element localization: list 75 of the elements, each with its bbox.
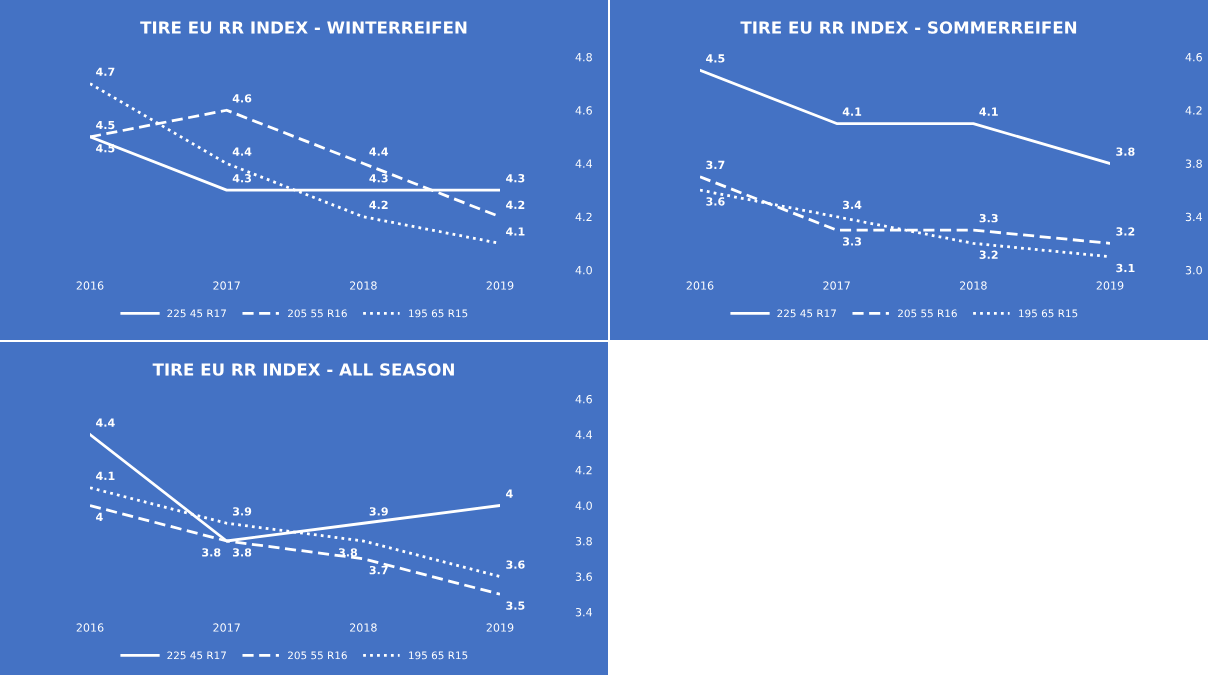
data-label: 3.7 (706, 160, 725, 170)
y-tick-label: 3.0 (1185, 265, 1202, 275)
data-label: 4.1 (842, 107, 862, 116)
y-tick-label: 4.6 (575, 106, 592, 115)
legend-label: 205 55 R16 (288, 651, 347, 660)
data-label: 3.3 (979, 213, 998, 223)
data-label: 4.3 (506, 174, 525, 183)
chart-title: TIRE EU RR INDEX - WINTERREIFEN (140, 21, 467, 34)
data-label: 3.9 (369, 507, 388, 516)
legend-label: 195 65 R15 (409, 651, 468, 660)
data-label: 4.4 (369, 147, 389, 156)
data-label: 4.6 (232, 94, 252, 103)
legend-label: 225 45 R17 (167, 651, 226, 660)
data-label: 4.5 (706, 54, 725, 63)
data-label: 4.4 (96, 418, 115, 427)
data-label: 4.1 (96, 471, 115, 480)
data-label: 4.1 (979, 107, 998, 116)
x-tick-label: 2019 (486, 623, 514, 632)
legend-label: 225 45 R17 (167, 309, 226, 318)
data-label: 4.2 (506, 200, 525, 209)
y-tick-label: 3.6 (575, 572, 592, 581)
y-tick-label: 4.2 (1185, 106, 1202, 115)
data-label: 4 (506, 489, 513, 498)
legend-label: 205 55 R16 (898, 309, 957, 318)
data-label: 3.4 (842, 200, 862, 210)
y-tick-label: 4.0 (575, 265, 592, 275)
x-tick-label: 2017 (213, 281, 240, 290)
x-tick-label: 2017 (213, 623, 240, 632)
y-tick-label: 3.8 (1185, 159, 1202, 168)
data-label: 3.8 (1116, 147, 1135, 156)
data-label: 4 (96, 512, 103, 521)
y-tick-label: 3.4 (575, 607, 593, 617)
legend-label: 195 65 R15 (409, 309, 468, 318)
data-label: 4.5 (96, 120, 115, 130)
legend-label: 225 45 R17 (777, 309, 836, 318)
data-label: 4.4 (232, 147, 252, 156)
data-label: 3.7 (369, 565, 388, 575)
y-tick-label: 4.4 (575, 430, 593, 439)
data-label: 3.3 (842, 237, 862, 246)
data-label: 4.1 (506, 227, 525, 236)
chart-title: TIRE EU RR INDEX - ALL SEASON (152, 363, 454, 376)
x-tick-label: 2016 (76, 623, 104, 632)
x-tick-label: 2018 (960, 281, 987, 290)
data-label: 3.1 (1116, 263, 1135, 273)
x-tick-label: 2018 (350, 281, 377, 290)
y-tick-label: 3.4 (1185, 212, 1203, 222)
y-tick-label: 4.0 (575, 501, 592, 510)
data-label: 3.5 (506, 601, 525, 610)
x-tick-label: 2016 (76, 281, 104, 290)
data-label: 3.6 (506, 560, 525, 569)
data-label: 4.3 (232, 174, 252, 183)
chart-title: TIRE EU RR INDEX - SOMMERREIFEN (740, 21, 1077, 34)
data-label: 3.8 (202, 548, 221, 557)
legend-label: 195 65 R15 (1019, 309, 1078, 318)
data-label: 4.2 (369, 200, 388, 209)
data-label: 3.6 (706, 197, 725, 206)
data-label: 4.3 (369, 174, 388, 183)
y-tick-label: 4.6 (1185, 52, 1202, 62)
x-tick-label: 2018 (350, 623, 377, 632)
y-tick-label: 4.6 (575, 394, 592, 404)
data-label: 3.2 (979, 250, 998, 259)
y-tick-label: 4.2 (575, 212, 592, 221)
data-label: 4.7 (96, 67, 115, 76)
legend-label: 205 55 R16 (288, 309, 347, 318)
data-label: 3.9 (232, 507, 252, 516)
data-label: 3.8 (232, 548, 252, 557)
x-tick-label: 2019 (486, 281, 514, 290)
data-label: 3.2 (1116, 227, 1135, 236)
x-tick-label: 2019 (1096, 281, 1124, 290)
y-tick-label: 4.4 (575, 159, 593, 168)
x-tick-label: 2017 (823, 281, 850, 290)
y-tick-label: 4.2 (575, 465, 592, 475)
y-tick-label: 3.8 (575, 536, 592, 546)
x-tick-label: 2016 (686, 281, 714, 290)
y-tick-label: 4.8 (575, 52, 592, 62)
